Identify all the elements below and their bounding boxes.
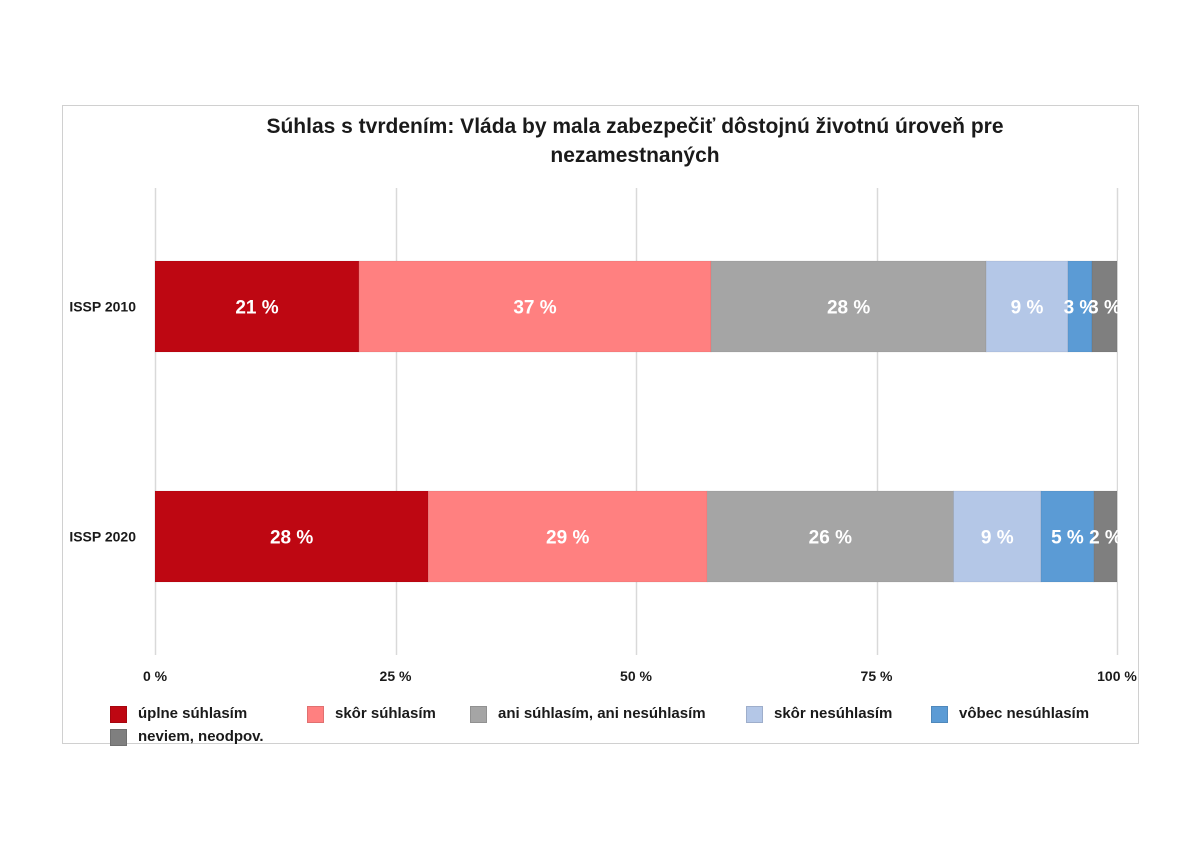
legend-label: vôbec nesúhlasím	[959, 705, 1090, 722]
data-label: 21 %	[235, 298, 278, 319]
x-tick-label: 25 %	[380, 668, 412, 684]
legend-swatch	[931, 706, 948, 723]
legend-label: skôr nesúhlasím	[774, 705, 893, 722]
legend-swatch	[307, 706, 324, 723]
data-label: 3 %	[1088, 298, 1121, 319]
legend-swatch	[110, 706, 127, 723]
bar-segment	[953, 490, 1042, 583]
bar-segment	[358, 260, 712, 353]
bar-segment	[985, 260, 1069, 353]
x-tick-label: 50 %	[620, 668, 652, 684]
data-label: 29 %	[546, 528, 589, 549]
bar-segment	[1091, 260, 1118, 353]
bar-segment	[1040, 490, 1095, 583]
data-label: 28 %	[827, 298, 870, 319]
data-label: 9 %	[981, 528, 1014, 549]
legend-swatch	[746, 706, 763, 723]
bar-segment	[706, 490, 954, 583]
chart-frame	[62, 105, 1139, 744]
x-tick-label: 100 %	[1097, 668, 1137, 684]
category-label: ISSP 2010	[69, 299, 136, 315]
bar-segment	[154, 490, 429, 583]
chart-title-line-1: Súhlas s tvrdením: Vláda by mala zabezpe…	[266, 115, 1004, 138]
bar-segment	[427, 490, 708, 583]
chart-title: Súhlas s tvrdením: Vláda by mala zabezpe…	[0, 112, 1200, 170]
data-label: 2 %	[1089, 528, 1122, 549]
x-tick-label: 75 %	[861, 668, 893, 684]
data-label: 3 %	[1064, 298, 1097, 319]
data-label: 26 %	[809, 528, 852, 549]
bar-segment	[154, 260, 360, 353]
data-label: 28 %	[270, 528, 313, 549]
bar-segment	[1093, 490, 1118, 583]
chart-title-line-2: nezamestnaných	[550, 144, 720, 167]
legend-label: úplne súhlasím	[138, 705, 248, 722]
data-label: 37 %	[513, 298, 556, 319]
x-tick-label: 0 %	[143, 668, 168, 684]
legend-label: skôr súhlasím	[335, 705, 436, 722]
legend-swatch	[470, 706, 487, 723]
category-label: ISSP 2020	[69, 529, 136, 545]
legend-swatch	[110, 729, 127, 746]
bar-segment	[710, 260, 987, 353]
data-label: 5 %	[1051, 528, 1084, 549]
legend-label: ani súhlasím, ani nesúhlasím	[498, 705, 706, 722]
data-label: 9 %	[1011, 298, 1044, 319]
plot-edge-mask	[1118, 250, 1138, 590]
legend-label: neviem, neodpov.	[138, 728, 264, 745]
